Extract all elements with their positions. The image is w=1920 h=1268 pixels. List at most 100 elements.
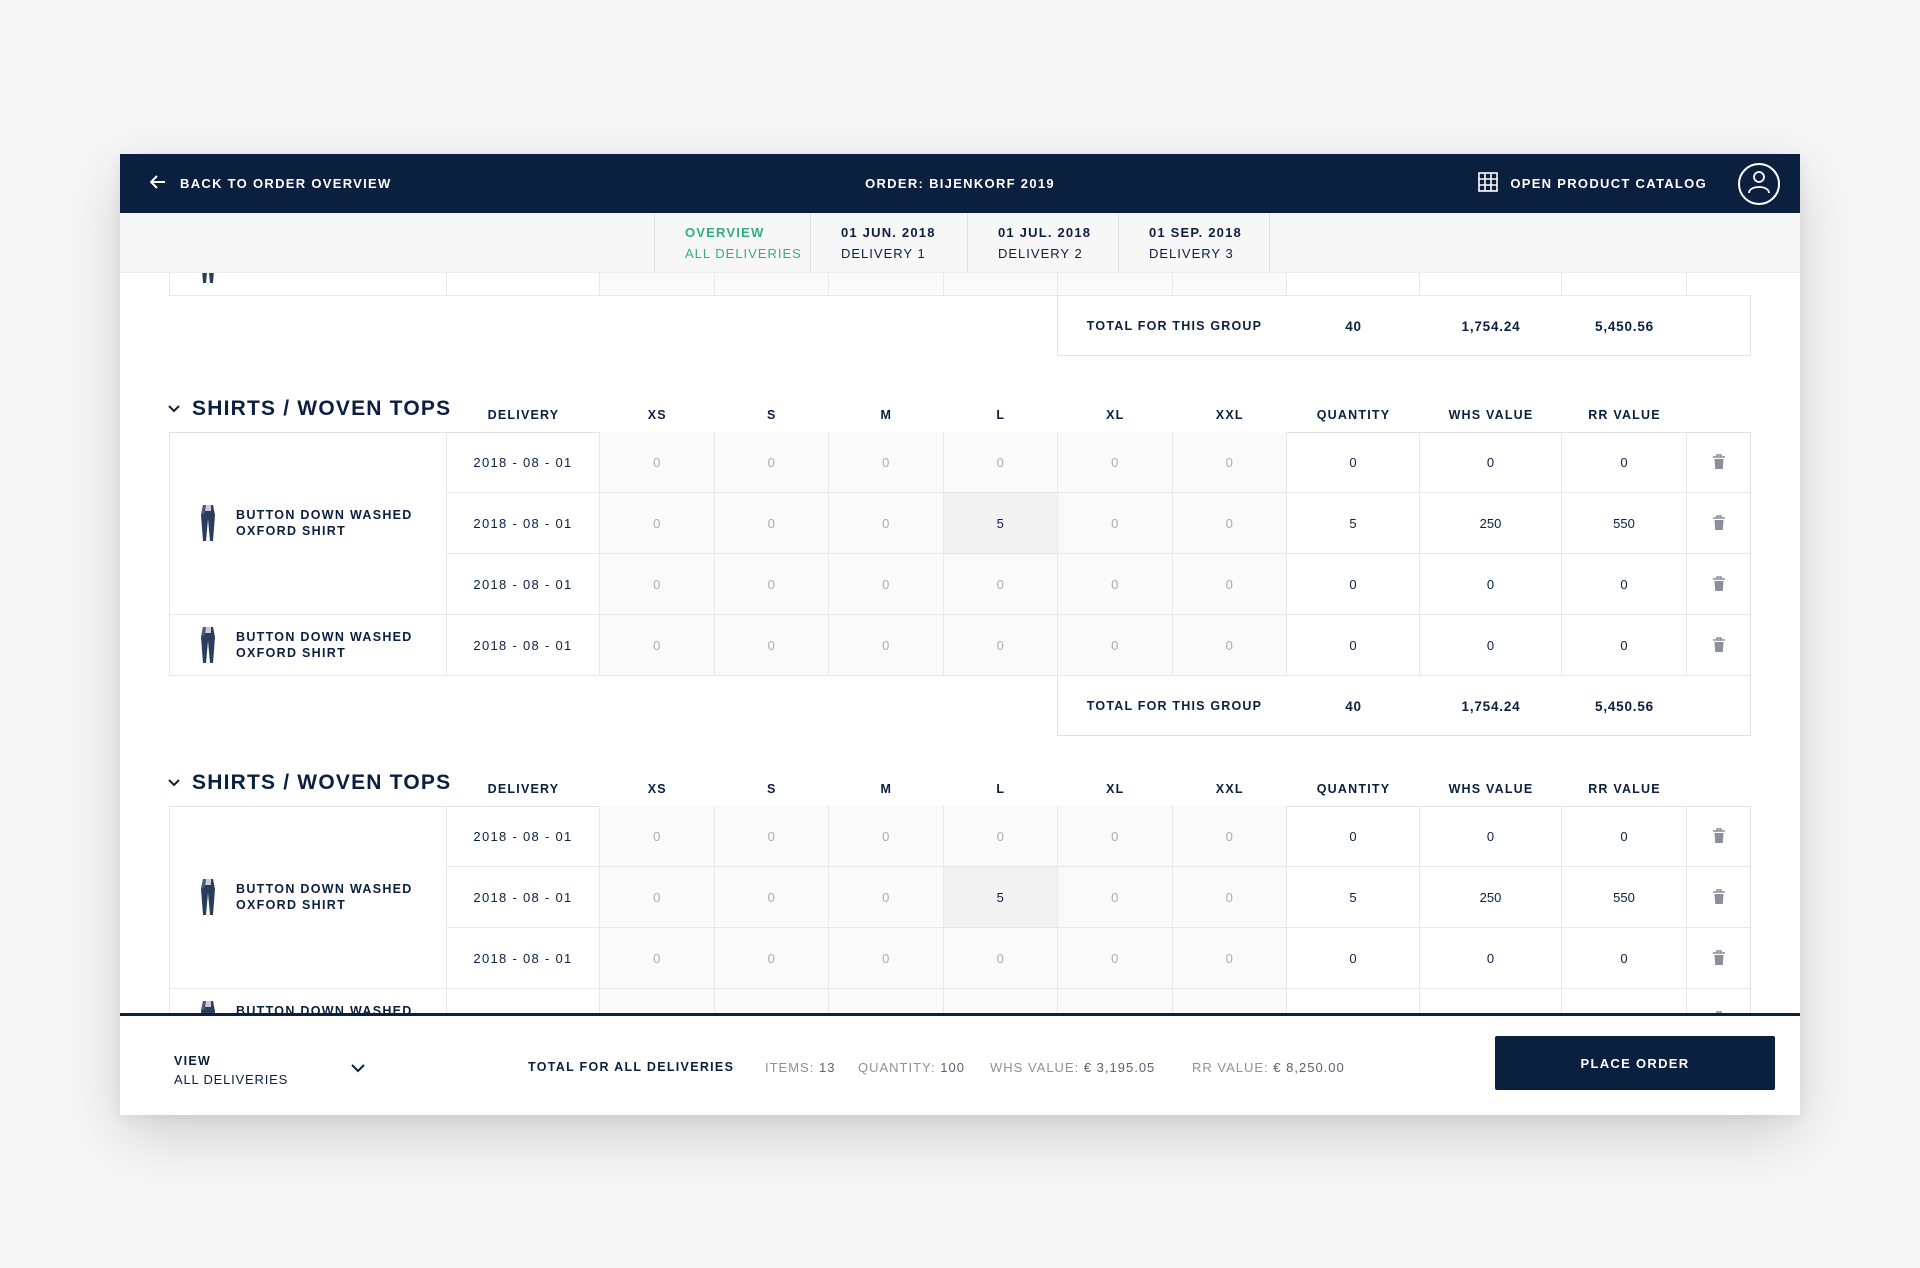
group-total-rr: 5,450.56 xyxy=(1595,698,1654,714)
size-qty-input-xl[interactable]: 0 xyxy=(1058,615,1173,676)
chevron-down-icon[interactable] xyxy=(168,779,180,787)
size-qty-input-s[interactable]: 0 xyxy=(714,272,829,296)
size-qty-input-xl[interactable]: 0 xyxy=(1058,989,1173,1013)
trash-icon[interactable] xyxy=(1687,272,1751,296)
size-qty-input-xxl[interactable]: 0 xyxy=(1172,989,1287,1013)
chevron-down-icon[interactable] xyxy=(168,405,180,413)
size-qty-input-l[interactable]: 0 xyxy=(943,432,1058,493)
size-qty-input-l[interactable]: 0 xyxy=(943,806,1058,867)
size-qty-input-l[interactable]: 5 xyxy=(943,867,1058,928)
items-value: 13 xyxy=(818,1060,836,1075)
view-select[interactable]: VIEW ALL DELIVERIES xyxy=(174,1054,288,1087)
product-name: BUTTON DOWN WASHED OXFORD SHIRT xyxy=(236,629,413,661)
size-qty-input-s[interactable]: 0 xyxy=(714,867,829,928)
size-qty-input-l[interactable]: 0 xyxy=(943,554,1058,615)
product-cell[interactable]: OXFORD SHIRT xyxy=(169,272,447,296)
size-qty-input-m[interactable]: 0 xyxy=(829,615,944,676)
size-qty-input-xxl[interactable]: 0 xyxy=(1172,928,1287,989)
size-qty-input-xxl[interactable]: 0 xyxy=(1172,867,1287,928)
rr-label: RR VALUE: xyxy=(1192,1060,1269,1075)
size-qty-input-xs[interactable]: 0 xyxy=(600,806,715,867)
size-qty-input-xxl[interactable]: 0 xyxy=(1172,806,1287,867)
trash-icon[interactable] xyxy=(1687,615,1751,676)
size-qty-input-xxl[interactable]: 0 xyxy=(1172,272,1287,296)
size-qty-input-s[interactable]: 0 xyxy=(714,493,829,554)
size-qty-input-l[interactable]: 0 xyxy=(943,615,1058,676)
size-qty-input-l[interactable]: 5 xyxy=(943,493,1058,554)
size-qty-input-m[interactable]: 0 xyxy=(829,493,944,554)
user-avatar-button[interactable] xyxy=(1738,163,1780,205)
size-qty-input-l[interactable]: 0 xyxy=(943,928,1058,989)
size-qty-input-xxl[interactable]: 0 xyxy=(1172,493,1287,554)
size-qty-input-xl[interactable]: 0 xyxy=(1058,928,1173,989)
size-qty-input-m[interactable]: 0 xyxy=(829,554,944,615)
trash-icon[interactable] xyxy=(1687,928,1751,989)
size-qty-input-m[interactable]: 0 xyxy=(829,928,944,989)
delivery-date: 2018 - 08 - 01 xyxy=(447,432,600,493)
size-qty-input-s[interactable]: 0 xyxy=(714,432,829,493)
grid-icon xyxy=(1478,172,1499,195)
tab-delivery-3[interactable]: 01 SEP. 2018 DELIVERY 3 xyxy=(1118,213,1270,272)
size-qty-input-xl[interactable]: 0 xyxy=(1058,554,1173,615)
size-qty-input-xl[interactable]: 0 xyxy=(1058,806,1173,867)
size-qty-input-xs[interactable]: 0 xyxy=(600,615,715,676)
size-qty-input-xs[interactable]: 0 xyxy=(600,867,715,928)
size-qty-input-xs[interactable]: 0 xyxy=(600,928,715,989)
tab-delivery-1[interactable]: 01 JUN. 2018 DELIVERY 1 xyxy=(810,213,967,272)
size-qty-input-xxl[interactable]: 0 xyxy=(1172,615,1287,676)
row-whs-value: 0 xyxy=(1420,928,1562,989)
size-qty-input-l[interactable]: 0 xyxy=(943,989,1058,1013)
size-qty-input-xl[interactable]: 0 xyxy=(1058,432,1173,493)
size-qty-input-xs[interactable]: 0 xyxy=(600,554,715,615)
size-qty-input-xs[interactable]: 0 xyxy=(600,493,715,554)
tab-overview[interactable]: OVERVIEW ALL DELIVERIES xyxy=(654,213,810,272)
row-quantity: 0 xyxy=(1287,928,1420,989)
trash-icon[interactable] xyxy=(1687,806,1751,867)
trash-icon[interactable] xyxy=(1687,432,1751,493)
size-qty-input-s[interactable]: 0 xyxy=(714,806,829,867)
trash-icon[interactable] xyxy=(1687,554,1751,615)
view-label: VIEW xyxy=(174,1054,212,1068)
open-product-catalog-button[interactable]: OPEN PRODUCT CATALOG xyxy=(1478,154,1707,213)
trash-icon[interactable] xyxy=(1687,493,1751,554)
size-qty-input-xxl[interactable]: 0 xyxy=(1172,432,1287,493)
items-label: ITEMS: xyxy=(765,1060,815,1075)
quantity-label: QUANTITY: xyxy=(858,1060,936,1075)
size-qty-input-s[interactable]: 0 xyxy=(714,928,829,989)
size-qty-input-m[interactable]: 0 xyxy=(829,806,944,867)
size-qty-input-m[interactable]: 0 xyxy=(829,989,944,1013)
size-qty-input-s[interactable]: 0 xyxy=(714,989,829,1013)
size-qty-input-xxl[interactable]: 0 xyxy=(1172,554,1287,615)
product-name-line-2: OXFORD SHIRT xyxy=(236,272,346,273)
size-qty-input-xs[interactable]: 0 xyxy=(600,989,715,1013)
tab-delivery-2[interactable]: 01 JUL. 2018 DELIVERY 2 xyxy=(967,213,1118,272)
size-qty-input-xs[interactable]: 0 xyxy=(600,272,715,296)
size-qty-input-xs[interactable]: 0 xyxy=(600,432,715,493)
back-to-order-overview-button[interactable]: BACK TO ORDER OVERVIEW xyxy=(149,154,392,213)
size-qty-input-m[interactable]: 0 xyxy=(829,432,944,493)
tab-title: 01 SEP. 2018 xyxy=(1149,225,1242,240)
delivery-date: 2018 - 08 - 01 xyxy=(447,989,600,1013)
place-order-button[interactable]: PLACE ORDER xyxy=(1495,1036,1775,1090)
trash-icon[interactable] xyxy=(1687,989,1751,1013)
size-qty-input-s[interactable]: 0 xyxy=(714,615,829,676)
size-qty-input-xl[interactable]: 0 xyxy=(1058,867,1173,928)
size-qty-input-l[interactable]: 0 xyxy=(943,272,1058,296)
size-qty-input-m[interactable]: 0 xyxy=(829,867,944,928)
delivery-date: 2018 - 08 - 01 xyxy=(447,615,600,676)
bottom-summary-bar: VIEW ALL DELIVERIES TOTAL FOR ALL DELIVE… xyxy=(120,1013,1800,1115)
trash-icon[interactable] xyxy=(1687,867,1751,928)
chevron-down-icon[interactable] xyxy=(351,1060,365,1078)
size-qty-input-xl[interactable]: 0 xyxy=(1058,493,1173,554)
size-qty-input-s[interactable]: 0 xyxy=(714,554,829,615)
back-label: BACK TO ORDER OVERVIEW xyxy=(180,176,392,191)
group-total-quantity: 40 xyxy=(1345,698,1362,714)
size-header-xxl: XXL xyxy=(1215,408,1244,422)
size-qty-input-m[interactable]: 0 xyxy=(829,272,944,296)
size-qty-input-xl[interactable]: 0 xyxy=(1058,272,1173,296)
